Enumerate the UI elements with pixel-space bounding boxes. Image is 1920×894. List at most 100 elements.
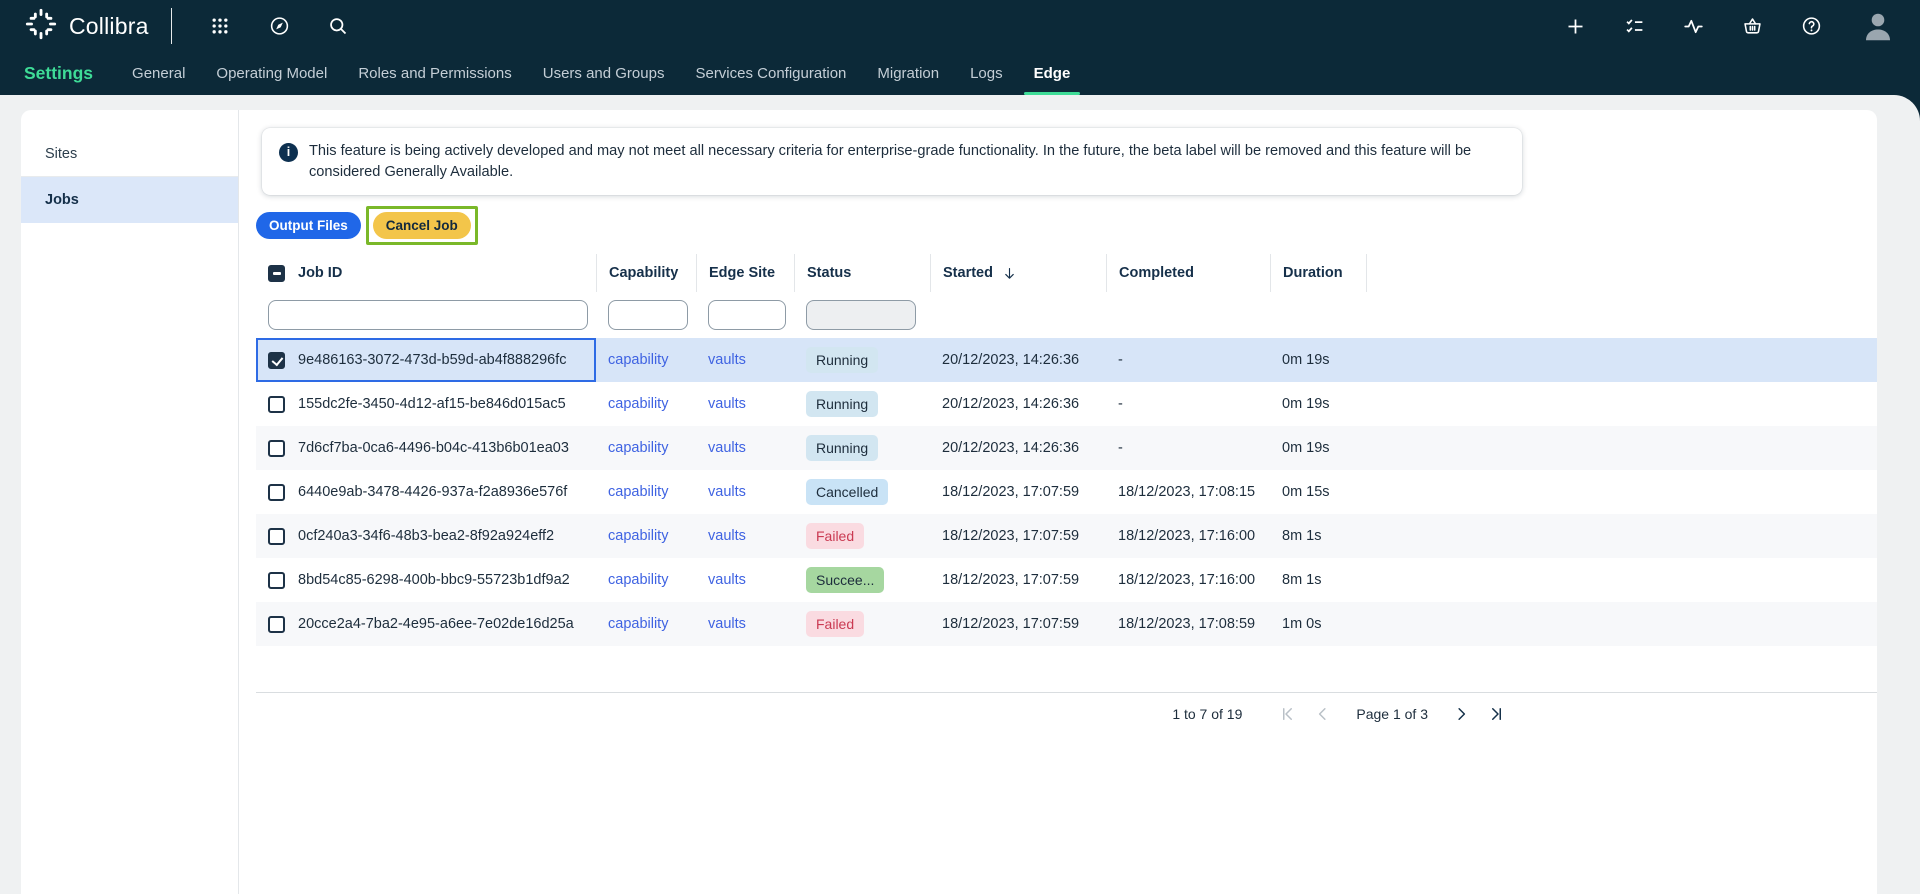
tab-general[interactable]: General	[132, 65, 186, 82]
beta-info-banner: i This feature is being actively develop…	[262, 128, 1522, 196]
column-header-duration[interactable]: Duration	[1270, 254, 1366, 293]
capability-link[interactable]: capability	[608, 528, 669, 545]
edge-site-link[interactable]: vaults	[708, 440, 746, 457]
status-filter-input[interactable]	[806, 300, 916, 331]
started-cell: 20/12/2023, 14:26:36	[942, 440, 1080, 457]
row-checkbox[interactable]	[268, 439, 285, 457]
search-icon[interactable]	[328, 16, 349, 37]
status-badge: Failed	[806, 611, 865, 638]
jobs-table: Job ID Capability Edge Site Status Start…	[256, 254, 1877, 735]
select-all-checkbox[interactable]	[268, 264, 285, 282]
last-page-icon[interactable]	[1482, 701, 1508, 727]
job-id-filter-input[interactable]	[268, 300, 588, 331]
activity-icon[interactable]	[1683, 16, 1704, 37]
content-card: Sites Jobs i This feature is being activ…	[21, 110, 1877, 894]
capability-link[interactable]: capability	[608, 440, 669, 457]
table-row[interactable]: 0cf240a3-34f6-48b3-bea2-8f92a924eff2 cap…	[256, 514, 1877, 559]
row-checkbox[interactable]	[268, 351, 285, 369]
job-id: 20cce2a4-7ba2-4e95-a6ee-7e02de16d25a	[298, 616, 574, 633]
edge-site-filter-input[interactable]	[708, 300, 786, 331]
apps-grid-icon[interactable]	[210, 16, 231, 37]
plus-icon[interactable]	[1565, 16, 1586, 37]
table-row[interactable]: 6440e9ab-3478-4426-937a-f2a8936e576f cap…	[256, 470, 1877, 514]
sidebar-item-label: Jobs	[45, 192, 79, 208]
tab-logs[interactable]: Logs	[970, 65, 1003, 82]
completed-cell: 18/12/2023, 17:16:00	[1118, 572, 1256, 589]
status-badge: Succee...	[806, 567, 885, 594]
status-badge: Running	[806, 347, 879, 374]
pagination-bar: 1 to 7 of 19 Page 1 of 3	[256, 693, 1877, 735]
annotation-highlight-box: Cancel Job	[365, 206, 478, 246]
table-row[interactable]: 20cce2a4-7ba2-4e95-a6ee-7e02de16d25a cap…	[256, 602, 1877, 647]
duration-cell: 0m 19s	[1282, 440, 1330, 457]
job-id: 155dc2fe-3450-4d12-af15-be846d015ac5	[298, 396, 566, 413]
column-header-started[interactable]: Started	[930, 254, 1106, 293]
table-row[interactable]: 155dc2fe-3450-4d12-af15-be846d015ac5 cap…	[256, 382, 1877, 426]
job-id: 8bd54c85-6298-400b-bbc9-55723b1df9a2	[298, 572, 570, 589]
column-header-edge-site[interactable]: Edge Site	[696, 254, 794, 293]
completed-cell: 18/12/2023, 17:08:15	[1118, 484, 1256, 501]
table-row[interactable]: 7d6cf7ba-0ca6-4496-b04c-413b6b01ea03 cap…	[256, 426, 1877, 471]
tasks-icon[interactable]	[1624, 16, 1645, 37]
capability-link[interactable]: capability	[608, 616, 669, 633]
avatar[interactable]	[1860, 8, 1896, 44]
column-header-completed[interactable]: Completed	[1106, 254, 1270, 293]
capability-filter-input[interactable]	[608, 300, 688, 331]
edge-site-link[interactable]: vaults	[708, 396, 746, 413]
tab-services-configuration[interactable]: Services Configuration	[695, 65, 847, 82]
table-body: 9e486163-3072-473d-b59d-ab4f888296fc cap…	[256, 338, 1877, 647]
capability-link[interactable]: capability	[608, 572, 669, 589]
header-divider	[170, 8, 172, 44]
page-title: Settings	[24, 63, 94, 83]
tab-edge[interactable]: Edge	[1023, 65, 1080, 95]
help-icon[interactable]	[1801, 16, 1822, 37]
completed-cell: -	[1118, 352, 1123, 369]
table-row[interactable]: 9e486163-3072-473d-b59d-ab4f888296fc cap…	[256, 338, 1877, 383]
next-page-icon[interactable]	[1448, 701, 1474, 727]
row-checkbox[interactable]	[268, 483, 285, 501]
column-header-capability[interactable]: Capability	[596, 254, 696, 293]
completed-cell: 18/12/2023, 17:08:59	[1118, 616, 1256, 633]
collibra-logo[interactable]: Collibra	[24, 7, 149, 46]
table-header-row: Job ID Capability Edge Site Status Start…	[256, 254, 1877, 293]
compass-icon[interactable]	[269, 16, 290, 37]
status-badge: Running	[806, 391, 879, 418]
capability-link[interactable]: capability	[608, 352, 669, 369]
edge-site-link[interactable]: vaults	[708, 528, 746, 545]
started-cell: 18/12/2023, 17:07:59	[942, 528, 1080, 545]
edge-site-link[interactable]: vaults	[708, 616, 746, 633]
tab-roles-and-permissions[interactable]: Roles and Permissions	[358, 65, 512, 82]
cancel-job-button[interactable]: Cancel Job	[372, 212, 471, 240]
edge-site-link[interactable]: vaults	[708, 352, 746, 369]
table-row[interactable]: 8bd54c85-6298-400b-bbc9-55723b1df9a2 cap…	[256, 558, 1877, 602]
column-header-status[interactable]: Status	[794, 254, 930, 293]
started-cell: 18/12/2023, 17:07:59	[942, 484, 1080, 501]
job-id: 6440e9ab-3478-4426-937a-f2a8936e576f	[298, 484, 568, 501]
row-checkbox[interactable]	[268, 395, 285, 413]
started-cell: 20/12/2023, 14:26:36	[942, 352, 1080, 369]
capability-link[interactable]: capability	[608, 396, 669, 413]
sidebar-item-sites[interactable]: Sites	[21, 131, 238, 177]
main-panel: i This feature is being actively develop…	[239, 110, 1877, 894]
duration-cell: 1m 0s	[1282, 616, 1322, 633]
output-files-button[interactable]: Output Files	[256, 212, 361, 240]
tab-operating-model[interactable]: Operating Model	[216, 65, 328, 82]
previous-page-icon[interactable]	[1310, 701, 1336, 727]
row-checkbox[interactable]	[268, 527, 285, 545]
tab-migration[interactable]: Migration	[877, 65, 940, 82]
status-badge: Cancelled	[806, 479, 889, 506]
edge-site-link[interactable]: vaults	[708, 572, 746, 589]
first-page-icon[interactable]	[1276, 701, 1302, 727]
banner-text: This feature is being actively developed…	[309, 143, 1472, 180]
settings-nav: Settings General Operating Model Roles a…	[0, 52, 1920, 95]
completed-cell: -	[1118, 396, 1123, 413]
started-cell: 18/12/2023, 17:07:59	[942, 616, 1080, 633]
basket-icon[interactable]	[1742, 16, 1763, 37]
info-icon: i	[279, 143, 298, 162]
sidebar-item-jobs[interactable]: Jobs	[21, 177, 238, 223]
tab-users-and-groups[interactable]: Users and Groups	[542, 65, 665, 82]
edge-site-link[interactable]: vaults	[708, 484, 746, 501]
row-checkbox[interactable]	[268, 615, 285, 633]
row-checkbox[interactable]	[268, 571, 285, 589]
capability-link[interactable]: capability	[608, 484, 669, 501]
